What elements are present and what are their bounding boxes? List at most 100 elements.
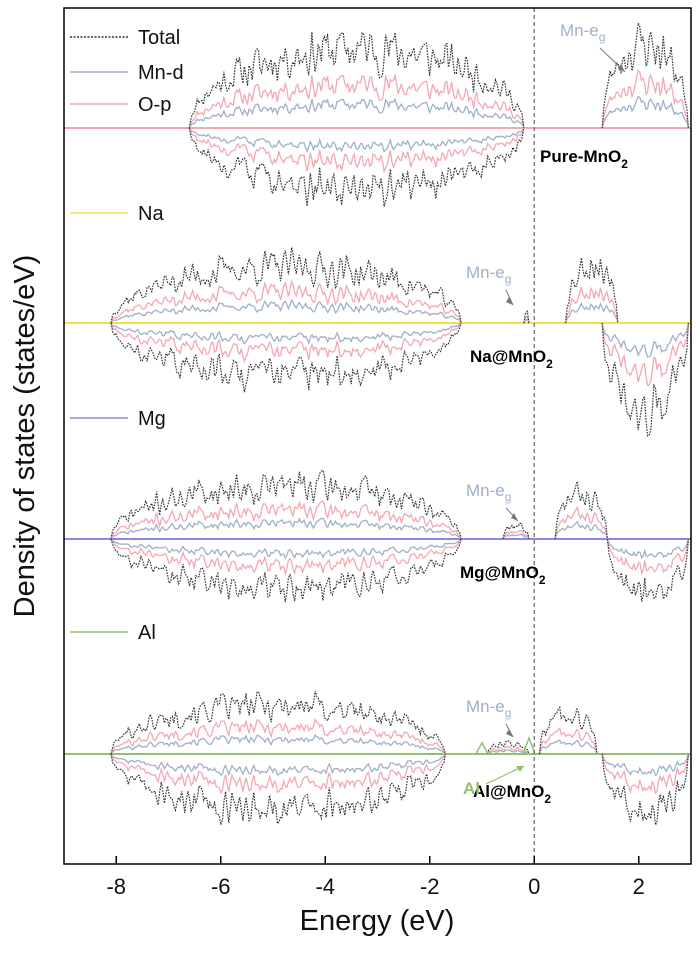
panel-1-band-2-up-o-p (601, 68, 690, 129)
panel-2-band-2-up-total (523, 310, 530, 324)
panel-2-band-3-up-total (565, 257, 619, 324)
panel-4-band-3-up-mn-d (538, 739, 598, 755)
panel-4-band-4-down-o-p (601, 753, 690, 795)
panel-3-band-1-down-o-p (110, 538, 462, 577)
dos-panels (64, 20, 691, 827)
panel-3-band-2-up-mn-d (502, 533, 530, 540)
legend-label-na: Na (138, 203, 164, 225)
panel-2-mn-eg-arrow (505, 289, 514, 306)
panel-4-band-1-down-total (110, 753, 446, 826)
panel-3-band-2-up-o-p (502, 529, 530, 540)
panel-3-label: Mg@MnO2 (460, 563, 546, 587)
panel-3-mn-eg-subscript: g (505, 490, 512, 504)
panel-4-band-2-up-o-p (486, 746, 530, 755)
panel-2-band-1-down-mn-d (110, 322, 462, 346)
panel-1-band-2-up-mn-d (601, 95, 690, 129)
panel-3-band-1-up-mn-d (110, 517, 462, 540)
legend-label-total: Total (138, 27, 180, 49)
panel-4-band-1-down-o-p (110, 753, 447, 795)
panel-3-band-4-down-mn-d (606, 538, 690, 560)
panel-4-label: Al@MnO2 (473, 782, 551, 806)
panel-3-band-1-down-mn-d (110, 538, 462, 560)
panel-1-label-subscript: 2 (621, 157, 628, 171)
panel-4-dopant-peak-1 (475, 741, 489, 755)
panel-4-dopant-arrowhead (516, 766, 524, 772)
panel-1-band-1-up-total (188, 31, 525, 129)
panel-4-dopant-annotation: Al (463, 779, 480, 798)
panel-2 (64, 247, 691, 437)
panel-2-label: Na@MnO2 (470, 347, 553, 371)
panel-3-band-4-down-o-p (606, 538, 690, 576)
panel-2-band-4-down-o-p (601, 322, 690, 386)
panel-4-band-1-up-mn-d (110, 733, 446, 755)
panel-4-band-1-down-mn-d (110, 753, 446, 777)
annotations: Pure-MnO2 Mn-eg Na@MnO2 Mn-eg Mg@MnO2 Mn-eg Al… (460, 21, 628, 806)
panel-4-dopant-arrow (485, 765, 525, 785)
panel-1-band-2-up-total (601, 20, 689, 129)
y-axis-title: Density of states (states/eV) (9, 255, 41, 618)
panel-4-mn-eg-annotation: Mn-eg (466, 697, 511, 720)
panel-2-band-1-up-mn-d (110, 298, 462, 324)
panel-2-mn-eg-arrowhead (506, 297, 513, 305)
panel-4-band-4-down-total (601, 753, 689, 827)
panel-3-band-1-down-total (110, 538, 462, 603)
panel-2-band-1-up-total (110, 247, 462, 324)
panel-4-band-1-up-o-p (110, 717, 446, 755)
x-tick-label: -2 (420, 874, 440, 899)
panel-1-band-1-down-o-p (188, 127, 525, 174)
panel-3-mn-eg-arrowhead (511, 513, 518, 521)
legend-label-mg: Mg (138, 408, 166, 430)
panel-2-mn-eg-annotation: Mn-eg (466, 263, 511, 286)
x-axis-title: Energy (eV) (300, 905, 455, 937)
x-tick-label: -6 (211, 874, 231, 899)
panel-1-mn-eg-subscript: g (599, 30, 606, 44)
panel-4-band-2-up-total (486, 740, 530, 755)
panel-4-band-3-up-total (538, 706, 598, 755)
panel-3-band-4-down-total (606, 538, 689, 602)
panel-1-label: Pure-MnO2 (540, 147, 628, 171)
panel-4 (64, 690, 691, 827)
legend-label-o-p: O-p (138, 94, 171, 116)
panel-3-band-1-up-o-p (110, 500, 462, 540)
panel-3 (64, 469, 691, 603)
x-tick-label: 2 (633, 874, 645, 899)
panel-4-band-4-down-mn-d (601, 753, 690, 777)
panel-1-band-1-down-mn-d (188, 127, 525, 154)
legend-label-mn-d: Mn-d (138, 62, 184, 84)
panel-1-band-1-down-total (188, 127, 525, 207)
panel-1-mn-eg-annotation: Mn-eg (560, 21, 605, 44)
panel-3-band-3-up-mn-d (554, 520, 609, 540)
panel-4-mn-eg-arrowhead (506, 729, 513, 737)
x-axis-ticks: -8 -6 -4 -2 0 2 (106, 856, 645, 899)
legend: Total Mn-d O-p Na Mg Al (70, 27, 184, 644)
plot-frame (63, 7, 692, 865)
panel-2-band-3-up-mn-d (564, 301, 619, 324)
panel-4-label-subscript: 2 (544, 792, 551, 806)
panel-4-band-2-up-mn-d (486, 749, 530, 755)
x-tick-label: -4 (315, 874, 335, 899)
panel-2-band-4-down-mn-d (601, 322, 690, 358)
panel-3-band-3-up-o-p (554, 505, 609, 540)
panel-1-mn-eg-arrowhead (618, 64, 625, 72)
panel-3-band-2-up-total (502, 522, 530, 540)
panel-4-mn-eg-subscript: g (505, 706, 512, 720)
panel-3-label-subscript: 2 (539, 573, 546, 587)
panel-3-band-3-up-total (554, 481, 608, 540)
panel-4-band-3-up-o-p (538, 727, 598, 755)
panel-2-band-4-down-total (601, 322, 689, 437)
panel-4-band-1-up-total (110, 690, 446, 755)
panel-1-band-1-up-o-p (188, 72, 525, 129)
panel-4-dopant-peak-2 (522, 735, 536, 755)
legend-label-al: Al (138, 622, 156, 644)
panel-2-mn-eg-subscript: g (505, 272, 512, 286)
panel-2-band-1-down-o-p (110, 322, 462, 364)
panel-2-label-subscript: 2 (546, 357, 553, 371)
panel-1-band-1-up-mn-d (188, 97, 525, 129)
x-tick-label: -8 (106, 874, 126, 899)
panel-1 (64, 20, 691, 207)
x-tick-label: 0 (528, 874, 540, 899)
panel-3-mn-eg-annotation: Mn-eg (466, 481, 511, 504)
panel-2-band-1-up-o-p (110, 279, 462, 324)
panel-2-band-3-up-o-p (564, 286, 619, 324)
